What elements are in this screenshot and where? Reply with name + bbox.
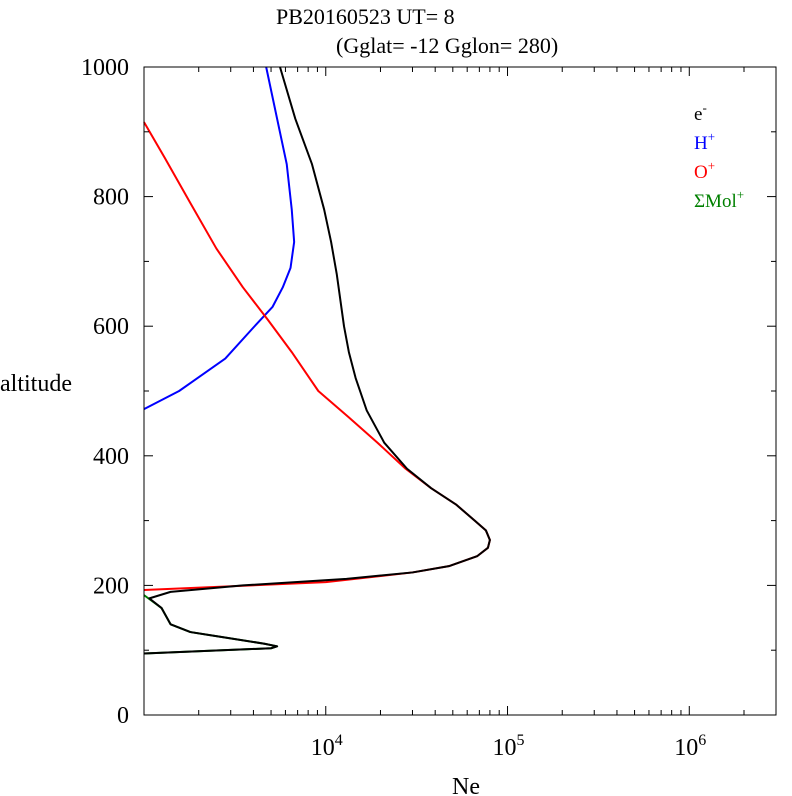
plot-series: [143, 66, 491, 655]
y-tick-label: 0: [117, 703, 129, 729]
legend-item-o: O+: [694, 158, 715, 183]
series-line-mol: [143, 594, 279, 655]
legend-item-mol: ΣMol+: [694, 187, 744, 212]
y-tick-label: 400: [93, 444, 129, 470]
series-line-h: [143, 66, 296, 411]
axis-ticks: [143, 66, 777, 716]
x-tick-label: 104: [311, 732, 343, 761]
chart-title-line2: (Gglat= -12 Gglon= 280): [336, 33, 558, 58]
y-tick-label: 800: [93, 185, 129, 211]
y-tick-label: 1000: [81, 55, 129, 81]
y-tick-label: 600: [93, 314, 129, 340]
chart-title-line1: PB20160523 UT= 8: [276, 4, 455, 29]
legend-item-e: e-: [694, 100, 707, 125]
x-tick-label: 105: [493, 732, 525, 761]
x-tick-label: 106: [674, 732, 706, 761]
x-axis-label: Ne: [452, 774, 480, 796]
series-line-o: [143, 121, 491, 591]
legend: e- H+ O+ ΣMol+: [694, 100, 744, 212]
y-axis-label: altitude: [0, 371, 72, 397]
y-axis-tick-labels: 0 200 400 600 800 1000: [81, 55, 129, 729]
plot-frame: [143, 66, 777, 716]
y-tick-label: 200: [93, 573, 129, 599]
legend-item-h: H+: [694, 129, 715, 154]
title: PB20160523 UT= 8 (Gglat= -12 Gglon= 280): [276, 4, 558, 58]
series-line-e: [143, 66, 491, 655]
x-axis-tick-labels: 104 105 106: [311, 732, 707, 761]
